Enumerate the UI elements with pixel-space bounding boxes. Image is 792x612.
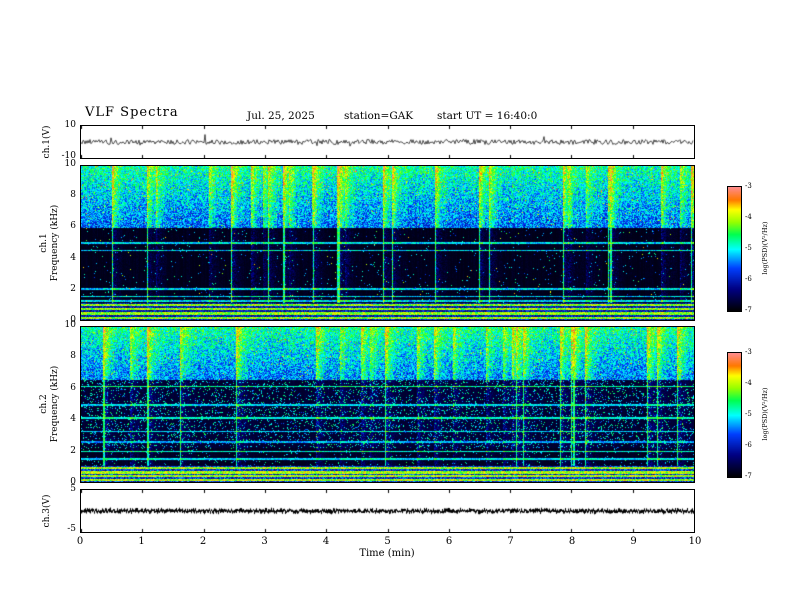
x-tick-label: 10 [688,536,702,547]
plot-station: station=GAK [344,110,414,122]
colorbar1-tick-label: -3 [745,182,752,190]
x-tick-label: 7 [507,536,514,547]
ch1-spec-y-tick-label: 2 [70,283,76,294]
ch1-spec-label-line2: Frequency (kHz) [50,204,60,282]
colorbar2-tick-label: -5 [745,410,752,418]
x-tick-label: 0 [76,536,84,547]
ch2-spectrogram-panel [80,326,695,483]
ch1-wave-y-tick-label: -10 [61,151,77,161]
colorbar1-tick-label: -4 [745,213,752,221]
x-axis-label: Time (min) [359,548,415,559]
colorbar1-tick-label: -5 [745,244,752,252]
colorbar1-tick-label: -7 [745,306,752,314]
colorbar2-tick-label: -4 [745,379,752,387]
colorbar1-tick-label: -6 [745,275,752,283]
x-tick-label: 2 [199,536,207,547]
ch3-waveform-panel [80,489,695,533]
ch1-spec-y-tick-label: 8 [70,190,76,201]
colorbar-ch1-canvas [728,187,741,311]
ch2-spec-y-tick-label: 10 [64,320,76,330]
x-tick-label: 9 [630,536,637,547]
colorbar-ch2-canvas [728,353,741,477]
ch1-spec-label-line1: ch.1 [39,233,50,253]
ch2-spec-y-tick-label: 0 [70,477,76,487]
ch3-wave-y-tick-label: -5 [67,524,76,534]
ch1-spec-y-tick-label: 0 [70,315,76,325]
colorbar-ch1-label: log(PSD)(V²/Hz) [761,221,769,275]
plot-title: VLF Spectra [85,105,179,120]
ch2-spectrogram-canvas [81,327,694,482]
colorbar-ch2 [727,352,742,478]
colorbar-ch1 [727,186,742,312]
ch1-spectrogram-canvas [81,166,694,320]
ch2-spec-label-line2: Frequency (kHz) [50,365,60,443]
x-tick-label: 4 [322,536,330,547]
ch1-waveform-canvas [81,126,694,158]
ch1-wave-y-tick-label: 10 [64,120,76,130]
ch2-spec-label-line1: ch.2 [39,394,50,414]
plot-date: Jul. 25, 2025 [247,110,315,122]
colorbar-ch2-label: log(PSD)(V²/Hz) [761,387,769,441]
colorbar2-tick-label: -6 [745,441,752,449]
colorbar2-tick-label: -3 [745,348,752,356]
ch2-spec-y-tick-label: 2 [70,445,76,456]
colorbar2-tick-label: -7 [745,472,752,480]
ch2-spec-y-tick-label: 4 [70,414,76,425]
x-tick-label: 3 [261,536,268,547]
ch3-wave-y-tick-label: 5 [70,484,76,494]
ch2-spectrogram-ylabel: ch.2 Frequency (kHz) [39,366,61,443]
ch1-spec-y-tick-label: 10 [64,159,76,169]
x-tick-label: 5 [384,536,391,547]
ch3-waveform-canvas [81,490,694,532]
x-tick-label: 8 [568,536,576,547]
ch1-waveform-panel [80,125,695,159]
ch1-spec-y-tick-label: 4 [70,252,76,263]
ch1-spectrogram-ylabel: ch.1 Frequency (kHz) [39,205,61,282]
ch2-spec-y-tick-label: 6 [70,382,76,393]
x-tick-label: 1 [138,536,145,547]
plot-start-ut: start UT = 16:40:0 [437,110,538,122]
x-tick-label: 6 [445,536,453,547]
ch1-spectrogram-panel [80,165,695,321]
ch2-spec-y-tick-label: 8 [70,351,76,362]
ch1-spec-y-tick-label: 6 [70,221,76,232]
ch3-waveform-ylabel: ch.3(V) [42,494,52,528]
